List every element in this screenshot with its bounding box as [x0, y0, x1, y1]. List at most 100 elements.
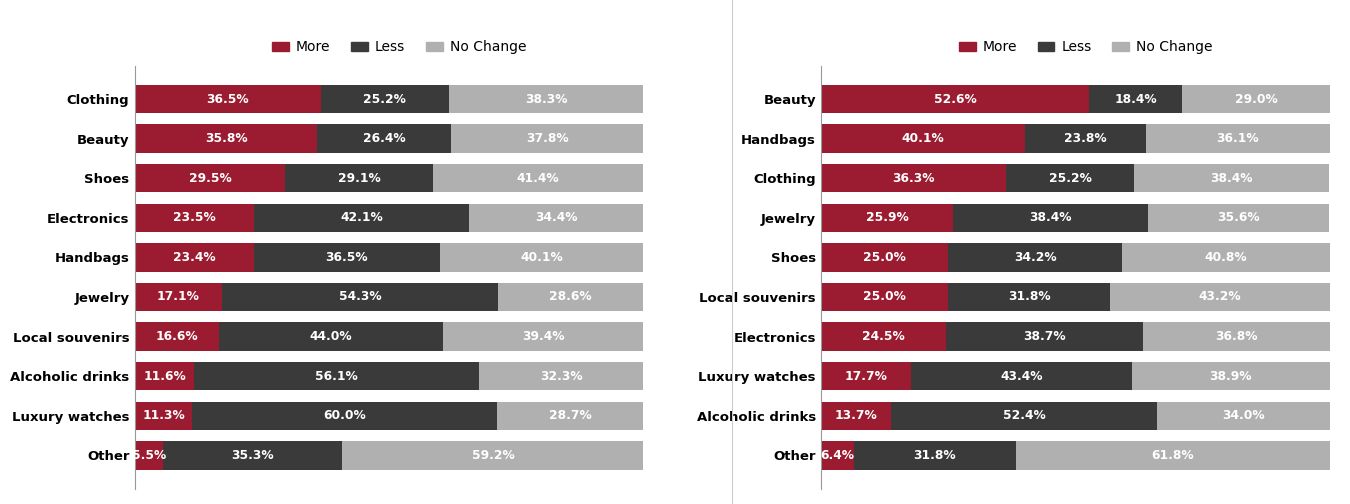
Bar — [953, 204, 1149, 232]
Bar — [448, 85, 644, 113]
Text: 39.4%: 39.4% — [522, 330, 564, 343]
Text: 40.1%: 40.1% — [520, 251, 563, 264]
Text: 35.3%: 35.3% — [231, 449, 274, 462]
Text: 11.3%: 11.3% — [142, 409, 185, 422]
Bar — [320, 85, 448, 113]
Bar — [135, 402, 193, 430]
Bar — [1110, 283, 1330, 311]
Text: 52.6%: 52.6% — [934, 93, 976, 105]
Bar — [135, 362, 194, 391]
Bar — [1146, 124, 1330, 153]
Bar — [163, 441, 343, 470]
Text: 36.1%: 36.1% — [1216, 132, 1260, 145]
Bar — [498, 402, 644, 430]
Text: 29.0%: 29.0% — [1235, 93, 1277, 105]
Bar — [821, 402, 891, 430]
Bar — [135, 204, 254, 232]
Bar — [135, 441, 163, 470]
Text: 35.6%: 35.6% — [1218, 211, 1260, 224]
Bar — [440, 243, 644, 272]
Bar — [911, 362, 1133, 391]
Bar — [949, 243, 1122, 272]
Text: 60.0%: 60.0% — [324, 409, 366, 422]
Text: 56.1%: 56.1% — [315, 370, 358, 383]
Text: 44.0%: 44.0% — [310, 330, 352, 343]
Text: 36.8%: 36.8% — [1215, 330, 1257, 343]
Bar — [135, 283, 221, 311]
Bar — [821, 362, 911, 391]
Text: 5.5%: 5.5% — [132, 449, 166, 462]
Bar — [433, 164, 644, 193]
Bar — [821, 85, 1088, 113]
Legend: More, Less, No Change: More, Less, No Change — [273, 40, 526, 54]
Text: 37.8%: 37.8% — [526, 132, 568, 145]
Text: 41.4%: 41.4% — [517, 172, 559, 184]
Bar — [1142, 323, 1330, 351]
Legend: More, Less, No Change: More, Less, No Change — [958, 40, 1212, 54]
Text: 38.3%: 38.3% — [525, 93, 567, 105]
Text: 43.2%: 43.2% — [1199, 290, 1241, 303]
Bar — [254, 204, 468, 232]
Bar — [821, 441, 855, 470]
Text: 16.6%: 16.6% — [155, 330, 198, 343]
Text: 34.4%: 34.4% — [535, 211, 578, 224]
Text: 11.6%: 11.6% — [143, 370, 186, 383]
Text: 59.2%: 59.2% — [471, 449, 514, 462]
Text: 52.4%: 52.4% — [1003, 409, 1045, 422]
Text: 24.5%: 24.5% — [863, 330, 904, 343]
Bar — [891, 402, 1157, 430]
Text: 54.3%: 54.3% — [339, 290, 381, 303]
Text: 34.0%: 34.0% — [1223, 409, 1265, 422]
Bar — [254, 243, 440, 272]
Text: 25.9%: 25.9% — [865, 211, 909, 224]
Text: 28.6%: 28.6% — [549, 290, 593, 303]
Bar — [135, 85, 320, 113]
Text: 6.4%: 6.4% — [821, 449, 855, 462]
Text: 38.4%: 38.4% — [1211, 172, 1253, 184]
Text: 25.2%: 25.2% — [1049, 172, 1091, 184]
Text: 18.4%: 18.4% — [1114, 93, 1157, 105]
Text: 25.2%: 25.2% — [363, 93, 406, 105]
Bar — [317, 124, 451, 153]
Text: 26.4%: 26.4% — [363, 132, 405, 145]
Bar — [821, 283, 949, 311]
Bar — [949, 283, 1110, 311]
Bar — [220, 323, 443, 351]
Text: 25.0%: 25.0% — [864, 251, 906, 264]
Bar — [468, 204, 644, 232]
Text: 36.5%: 36.5% — [325, 251, 369, 264]
Bar — [1088, 85, 1183, 113]
Text: 43.4%: 43.4% — [1000, 370, 1044, 383]
Bar — [135, 124, 317, 153]
Text: 32.3%: 32.3% — [540, 370, 583, 383]
Bar — [285, 164, 433, 193]
Bar — [479, 362, 644, 391]
Bar — [1006, 164, 1134, 193]
Text: 38.9%: 38.9% — [1210, 370, 1251, 383]
Text: 25.0%: 25.0% — [864, 290, 906, 303]
Text: 38.4%: 38.4% — [1030, 211, 1072, 224]
Bar — [194, 362, 479, 391]
Bar — [135, 164, 285, 193]
Text: 17.1%: 17.1% — [157, 290, 200, 303]
Bar — [1149, 204, 1330, 232]
Bar — [1133, 362, 1330, 391]
Bar — [343, 441, 644, 470]
Text: 35.8%: 35.8% — [205, 132, 247, 145]
Text: 29.1%: 29.1% — [338, 172, 381, 184]
Text: 17.7%: 17.7% — [845, 370, 888, 383]
Bar — [821, 243, 949, 272]
Bar — [946, 323, 1142, 351]
Text: 61.8%: 61.8% — [1152, 449, 1193, 462]
Text: 28.7%: 28.7% — [549, 409, 591, 422]
Bar — [1183, 85, 1330, 113]
Bar — [221, 283, 498, 311]
Bar — [1134, 164, 1330, 193]
Bar — [1025, 124, 1146, 153]
Bar — [498, 283, 644, 311]
Bar — [443, 323, 644, 351]
Bar — [193, 402, 498, 430]
Text: 42.1%: 42.1% — [340, 211, 383, 224]
Text: 23.8%: 23.8% — [1064, 132, 1107, 145]
Bar — [821, 124, 1025, 153]
